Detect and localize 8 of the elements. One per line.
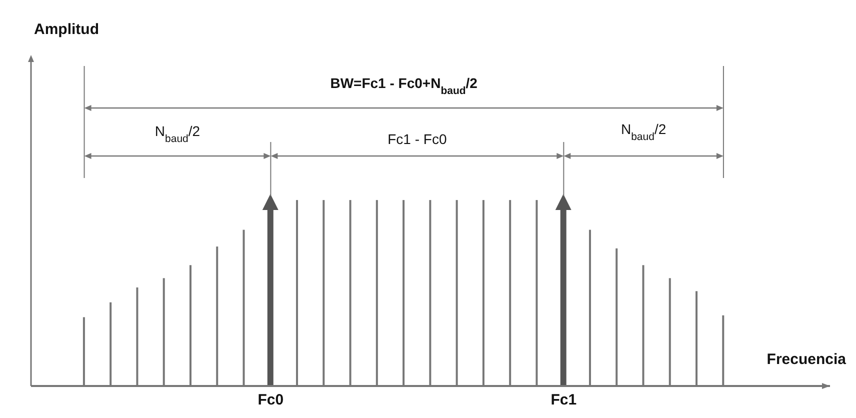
- text: Amplitud: [34, 21, 99, 38]
- text: N$_{baud}$/2: [620, 121, 666, 143]
- x-tick-label: Fc1: [550, 392, 577, 409]
- x-axis-title: Frecuencia: [766, 351, 847, 368]
- x-tick-label: Fc0: [258, 392, 284, 409]
- text: Fc1 - Fc0: [388, 131, 447, 147]
- text: BW=Fc1 - Fc0+N$_{baud}$/2: [330, 75, 478, 97]
- text: N$_{baud}$/2: [154, 123, 200, 145]
